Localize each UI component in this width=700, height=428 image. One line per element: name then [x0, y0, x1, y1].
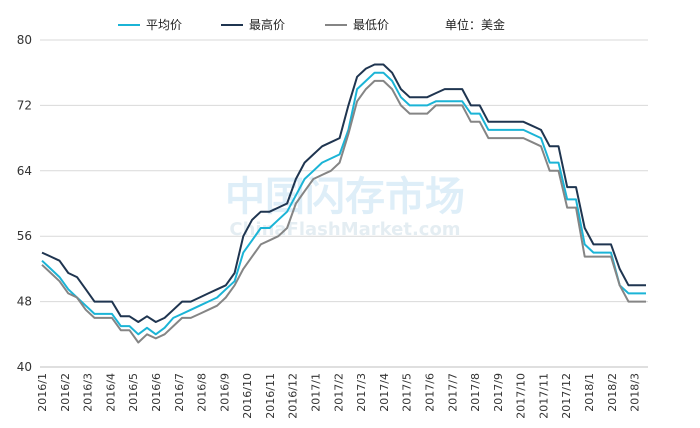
legend-label-high: 最高价 [249, 17, 285, 32]
x-tick-label: 2016/8 [196, 373, 209, 412]
x-tick-label: 2018/1 [583, 373, 596, 412]
y-axis-ticks: 40 48 56 64 72 80 [17, 33, 32, 374]
x-tick-label: 2017/1 [310, 373, 323, 412]
x-tick-label: 2017/8 [469, 373, 482, 412]
x-tick-label: 2016/4 [104, 373, 117, 412]
y-tick-label: 64 [17, 164, 32, 178]
x-tick-label: 2017/10 [515, 373, 528, 419]
x-tick-label: 2017/7 [446, 373, 459, 412]
watermark-cn: 中国闪存市场 [225, 174, 465, 220]
y-tick-label: 72 [17, 98, 32, 112]
gridlines [40, 39, 648, 368]
x-tick-label: 2016/10 [241, 373, 254, 419]
y-tick-label: 80 [17, 33, 32, 47]
series-lines [41, 63, 646, 344]
x-tick-label: 2017/2 [332, 373, 345, 412]
x-tick-label: 2017/6 [423, 373, 436, 412]
y-tick-label: 40 [17, 360, 32, 374]
y-tick-label: 56 [17, 229, 32, 243]
x-tick-label: 2017/3 [355, 373, 368, 412]
x-tick-label: 2017/12 [560, 373, 573, 419]
x-tick-label: 2016/7 [173, 373, 186, 412]
legend-label-low: 最低价 [353, 18, 389, 32]
series-line-0 [41, 71, 646, 336]
x-tick-label: 2017/5 [401, 373, 414, 412]
x-tick-label: 2018/2 [606, 373, 619, 412]
series-line-1 [41, 63, 646, 323]
x-tick-label: 2016/12 [287, 373, 300, 419]
series-line-2 [41, 79, 646, 344]
legend: 平均价 最高价 最低价 单位：美金 [118, 17, 505, 32]
legend-label-average: 平均价 [146, 18, 182, 32]
watermark: 中国闪存市场 ChinaFlashMarket.com [225, 174, 465, 240]
x-tick-label: 2016/1 [36, 373, 49, 412]
y-tick-label: 48 [17, 295, 32, 309]
x-tick-label: 2016/3 [82, 373, 95, 412]
unit-label: 单位：美金 [445, 17, 505, 32]
x-tick-label: 2017/9 [492, 373, 505, 412]
x-tick-label: 2018/3 [629, 373, 642, 412]
watermark-en: ChinaFlashMarket.com [229, 219, 460, 240]
x-axis-ticks: 2016/1 2016/2 2016/3 2016/4 2016/5 2016/6 2016… [36, 373, 642, 419]
x-tick-label: 2016/11 [264, 373, 277, 419]
x-tick-label: 2016/9 [218, 373, 231, 412]
x-tick-label: 2016/6 [150, 373, 163, 412]
x-tick-label: 2017/4 [378, 373, 391, 412]
x-tick-label: 2017/11 [537, 373, 550, 419]
x-tick-label: 2016/5 [127, 373, 140, 412]
x-tick-label: 2016/2 [59, 373, 72, 412]
